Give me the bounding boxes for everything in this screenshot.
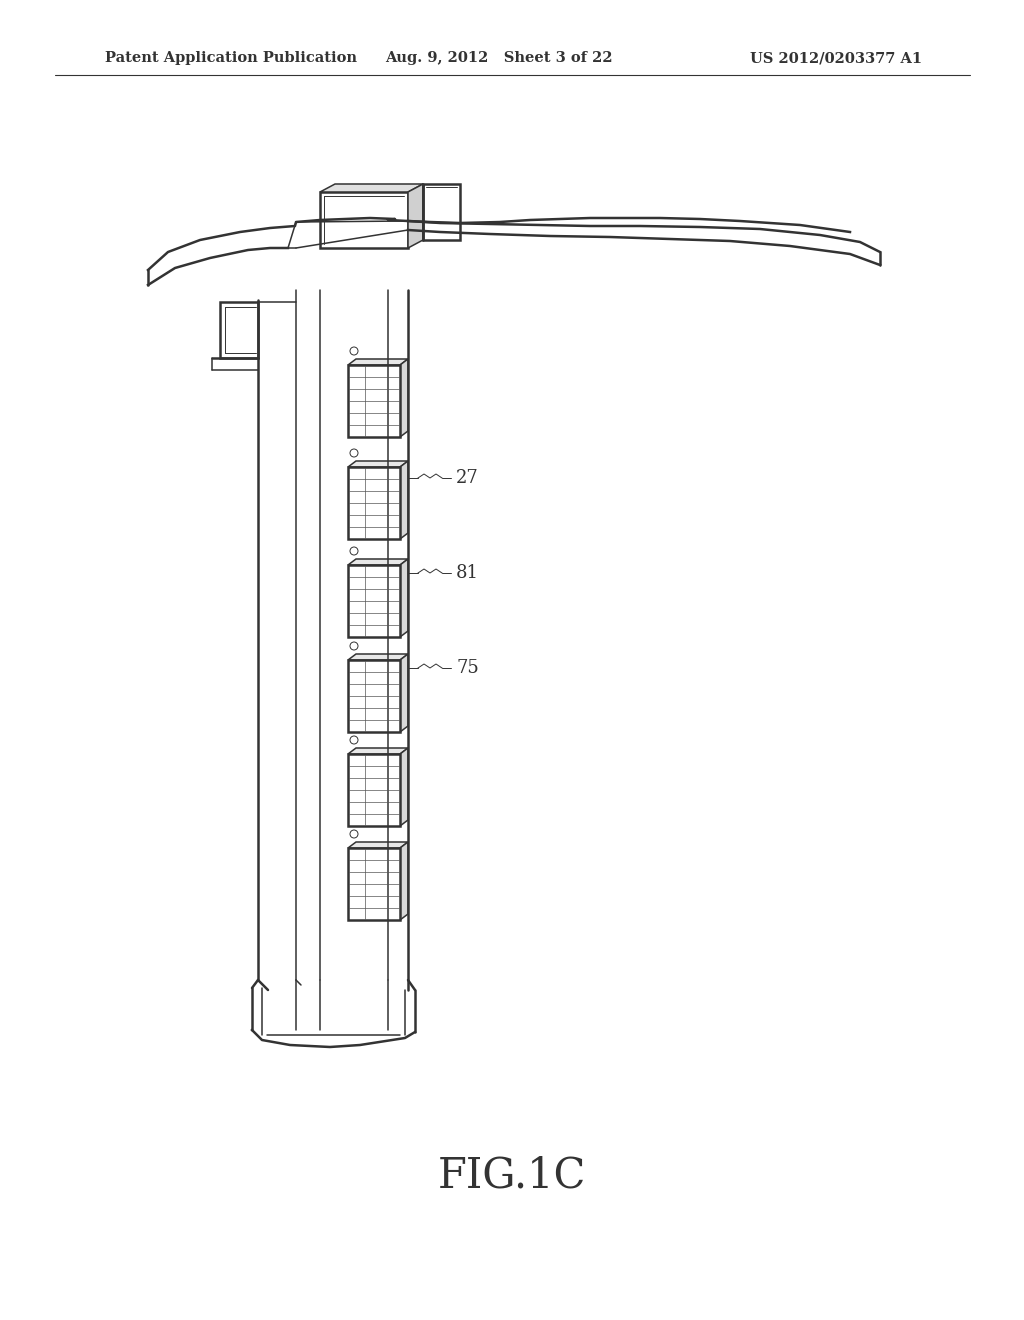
Polygon shape: [319, 191, 408, 248]
Polygon shape: [408, 183, 423, 248]
Polygon shape: [348, 653, 408, 660]
Text: 81: 81: [456, 564, 479, 582]
Polygon shape: [348, 754, 400, 826]
Polygon shape: [400, 359, 408, 437]
Text: FIG.1C: FIG.1C: [438, 1154, 586, 1196]
Text: Aug. 9, 2012   Sheet 3 of 22: Aug. 9, 2012 Sheet 3 of 22: [385, 51, 612, 65]
Text: Patent Application Publication: Patent Application Publication: [105, 51, 357, 65]
Polygon shape: [423, 183, 460, 240]
Text: 27: 27: [456, 469, 479, 487]
Polygon shape: [400, 558, 408, 638]
Polygon shape: [348, 359, 408, 366]
Polygon shape: [348, 467, 400, 539]
Polygon shape: [319, 183, 423, 191]
Text: US 2012/0203377 A1: US 2012/0203377 A1: [750, 51, 923, 65]
Polygon shape: [348, 558, 408, 565]
Polygon shape: [220, 302, 258, 358]
Polygon shape: [348, 748, 408, 754]
Polygon shape: [400, 653, 408, 733]
Text: 75: 75: [456, 659, 479, 677]
Polygon shape: [348, 366, 400, 437]
Polygon shape: [348, 461, 408, 467]
Polygon shape: [348, 842, 408, 847]
Polygon shape: [400, 842, 408, 920]
Polygon shape: [400, 748, 408, 826]
Polygon shape: [348, 565, 400, 638]
Polygon shape: [400, 461, 408, 539]
Polygon shape: [348, 660, 400, 733]
Polygon shape: [348, 847, 400, 920]
